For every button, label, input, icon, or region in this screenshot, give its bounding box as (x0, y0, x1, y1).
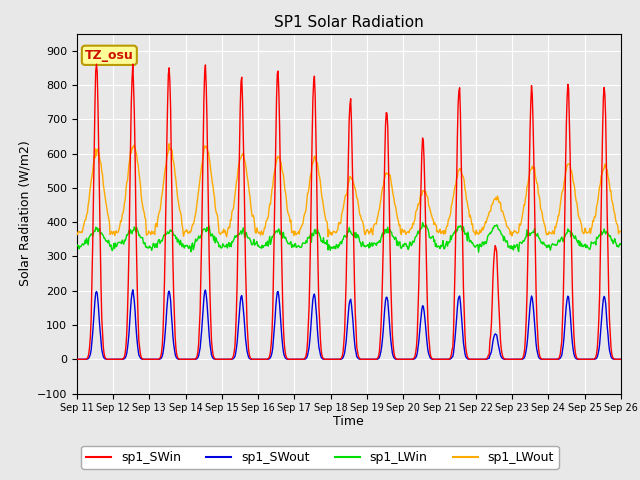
Y-axis label: Solar Radiation (W/m2): Solar Radiation (W/m2) (18, 141, 31, 287)
Title: SP1 Solar Radiation: SP1 Solar Radiation (274, 15, 424, 30)
Text: TZ_osu: TZ_osu (85, 49, 134, 62)
Legend: sp1_SWin, sp1_SWout, sp1_LWin, sp1_LWout: sp1_SWin, sp1_SWout, sp1_LWin, sp1_LWout (81, 446, 559, 469)
X-axis label: Time: Time (333, 415, 364, 428)
